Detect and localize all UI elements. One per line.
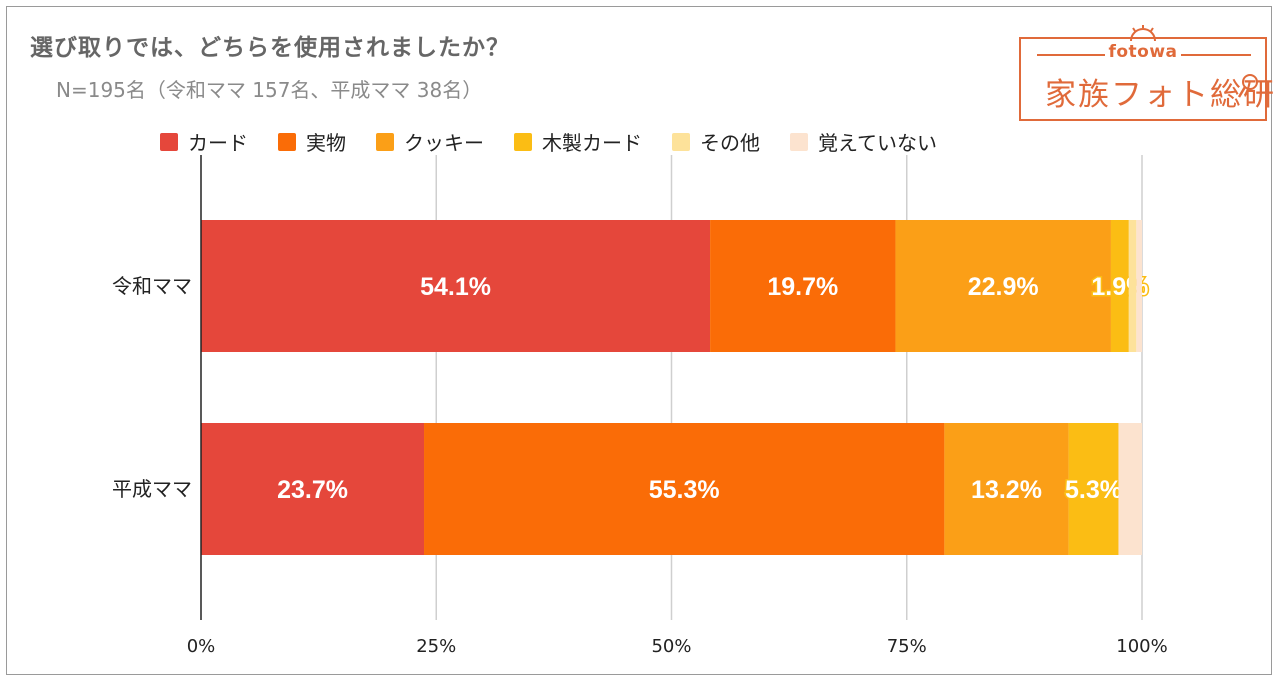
- bar-segment: [201, 220, 711, 352]
- legend-swatch: [672, 132, 690, 151]
- data-label: 55.3%: [649, 476, 720, 504]
- bar-segment: [1118, 423, 1142, 555]
- logo-rule-right: [1181, 54, 1251, 56]
- legend-label: 実物: [306, 131, 346, 155]
- fotowa-logo: fotowa 家族フォト総研: [1019, 25, 1274, 121]
- sun-icon: [1130, 25, 1156, 41]
- category-label: 平成ママ: [112, 477, 192, 501]
- logo-brand-text: fotowa: [1108, 42, 1178, 62]
- bar-segment: [895, 220, 1111, 352]
- magnifier-icon: [1237, 74, 1258, 98]
- legend-swatch: [278, 132, 296, 151]
- category-label: 令和ママ: [112, 274, 192, 298]
- x-tick-label: 25%: [416, 636, 456, 657]
- legend-item-5: 覚えていない: [790, 127, 937, 156]
- legend-label: カード: [188, 131, 248, 155]
- legend-item-4: その他: [672, 127, 760, 156]
- chart-title: 選び取りでは、どちらを使用されましたか？: [30, 35, 510, 61]
- legend-label: その他: [700, 131, 760, 155]
- x-tick-label: 100%: [1116, 636, 1167, 657]
- bar-segment: [1068, 423, 1119, 555]
- legend-swatch: [376, 132, 394, 151]
- legend-item-3: 木製カード: [514, 127, 642, 156]
- data-label: 54.1%: [420, 273, 491, 301]
- legend-label: 木製カード: [542, 131, 642, 155]
- data-label: 19.7%: [767, 273, 838, 301]
- legend-swatch: [514, 132, 532, 151]
- legend-swatch: [160, 132, 178, 151]
- bar-segment: [1128, 220, 1137, 352]
- data-label: 13.2%: [971, 476, 1042, 504]
- chart-legend: カード 実物 クッキー 木製カード その他 覚えていない: [160, 127, 937, 156]
- legend-swatch: [790, 132, 808, 151]
- logo-rule-left: [1037, 54, 1105, 56]
- x-tick-label: 75%: [887, 636, 927, 657]
- bar-segment: [944, 423, 1069, 555]
- bar-segment: [1110, 220, 1129, 352]
- data-label: 5.3%: [1065, 476, 1122, 504]
- legend-item-1: 実物: [278, 127, 346, 156]
- data-label: 22.9%: [968, 273, 1039, 301]
- logo-title-text: 家族フォト総研: [1045, 77, 1276, 113]
- x-tick-label: 0%: [187, 636, 216, 657]
- bar-segment: [710, 220, 896, 352]
- legend-label: クッキー: [404, 131, 484, 155]
- legend-item-2: クッキー: [376, 127, 484, 156]
- bar-segment: [424, 423, 945, 555]
- bar-segment: [1136, 220, 1142, 352]
- bar-segment: [201, 423, 425, 555]
- data-label: 23.7%: [277, 476, 348, 504]
- x-tick-label: 50%: [651, 636, 691, 657]
- legend-item-0: カード: [160, 127, 248, 156]
- chart-subtitle: N=195名（令和ママ 157名、平成ママ 38名）: [56, 78, 483, 102]
- legend-label: 覚えていない: [818, 131, 937, 155]
